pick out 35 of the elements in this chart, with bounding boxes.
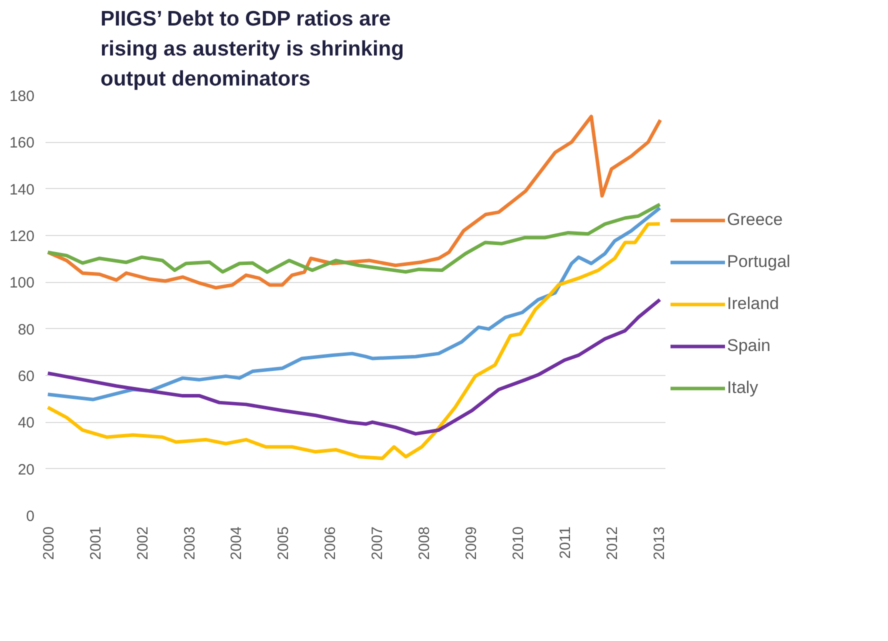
- line-series: [46, 114, 662, 290]
- legend-label: Greece: [727, 210, 783, 230]
- legend-label: Italy: [727, 378, 758, 398]
- line-series: [46, 202, 662, 274]
- y-tick-label: 160: [9, 134, 35, 152]
- x-tick-label: 2010: [510, 526, 528, 560]
- y-tick-label: 20: [18, 461, 35, 478]
- x-tick-label: 2004: [228, 526, 246, 560]
- legend-label: Spain: [727, 336, 770, 356]
- x-tick-label: 2000: [40, 526, 58, 560]
- x-tick-label: 2003: [181, 526, 198, 560]
- legend-label: Portugal: [727, 252, 790, 272]
- x-tick-label: 2009: [463, 526, 480, 560]
- line-series: [46, 206, 662, 402]
- y-tick-label: 40: [18, 414, 35, 432]
- y-tick-label: 0: [26, 508, 34, 525]
- x-tick-label: 2011: [557, 526, 574, 559]
- x-tick-label: 2001: [87, 526, 104, 560]
- y-tick-label: 140: [9, 181, 35, 198]
- y-tick-label: 120: [9, 228, 35, 245]
- line-series: [46, 298, 662, 436]
- legend-label: Ireland: [727, 294, 779, 314]
- x-tick-label: 2013: [650, 526, 668, 560]
- x-tick-label: 2005: [275, 526, 292, 560]
- x-tick-label: 2008: [416, 526, 434, 560]
- y-tick-label: 80: [18, 321, 35, 338]
- x-tick-label: 2007: [369, 526, 386, 560]
- y-tick-label: 60: [18, 368, 35, 385]
- line-series: [46, 222, 662, 460]
- chart-title: PIIGS’ Debt to GDP ratios are rising as austerity is shrinking output denominators: [100, 8, 404, 90]
- x-tick-label: 2006: [322, 526, 340, 560]
- x-tick-label: 2002: [134, 526, 152, 560]
- x-tick-label: 2012: [604, 526, 621, 560]
- y-tick-label: 180: [9, 88, 35, 105]
- y-tick-label: 100: [9, 274, 35, 292]
